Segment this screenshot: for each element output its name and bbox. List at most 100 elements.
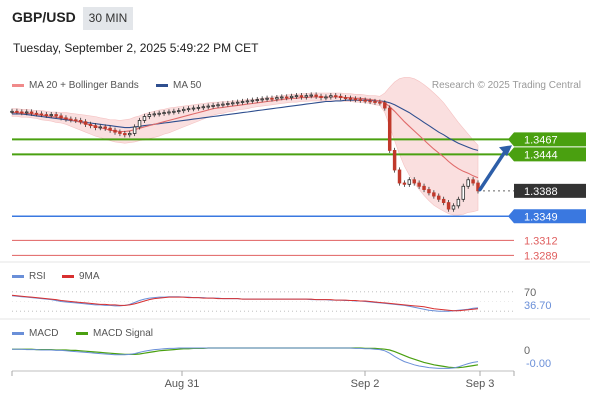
candle <box>44 114 49 116</box>
candle <box>334 95 338 98</box>
candle <box>177 110 181 113</box>
candle <box>338 95 343 99</box>
macd-swatch <box>12 331 24 335</box>
level-tag <box>508 147 586 162</box>
candle <box>451 205 456 210</box>
research-credit: Research © 2025 Trading Central <box>431 80 581 91</box>
candle <box>378 101 382 104</box>
candle <box>280 96 284 99</box>
candle <box>167 111 171 114</box>
price-tag <box>514 183 586 198</box>
candle <box>397 169 402 184</box>
x-axis-tick-label: Aug 31 <box>165 378 200 390</box>
candle <box>294 95 299 98</box>
candle <box>231 102 235 105</box>
legend-rsi-ma: 9MA <box>62 271 100 282</box>
candle <box>113 129 117 133</box>
candle <box>216 104 220 107</box>
legend-macd: MACD <box>12 328 58 339</box>
candle <box>24 111 29 114</box>
candle <box>348 97 353 100</box>
candle <box>103 126 107 129</box>
candle <box>88 123 93 127</box>
candle <box>240 101 245 103</box>
forecast-arrow-head <box>499 145 512 157</box>
candle <box>49 114 53 116</box>
level-tag <box>508 132 586 147</box>
candle <box>10 110 14 113</box>
candle <box>191 107 196 110</box>
candle <box>319 95 323 99</box>
legend-ma50: MA 50 <box>156 80 201 91</box>
candle <box>392 150 397 171</box>
candle <box>142 116 147 121</box>
rsi-ma-legend-label: 9MA <box>79 271 100 282</box>
candle <box>284 96 289 99</box>
candle <box>407 179 412 185</box>
candle <box>245 100 250 103</box>
candle <box>98 126 103 129</box>
candle <box>314 94 318 97</box>
level-tag-label: 1.3349 <box>524 211 558 223</box>
candle <box>441 198 446 203</box>
level-tag-label: 1.3467 <box>524 134 558 146</box>
candle <box>476 182 480 192</box>
price-tag-label: 1.3388 <box>524 186 558 198</box>
level-tag <box>508 209 586 224</box>
candle <box>172 110 176 113</box>
candle <box>309 94 313 97</box>
candle <box>211 105 215 107</box>
candle <box>201 106 206 109</box>
candle <box>127 133 132 136</box>
ma50-legend-label: MA 50 <box>173 80 202 91</box>
candle <box>471 179 475 184</box>
candle <box>387 107 392 151</box>
x-axis-tick-label: Sep 3 <box>466 378 495 390</box>
candle <box>466 179 470 187</box>
candle <box>427 189 431 194</box>
candle <box>59 115 63 119</box>
candle <box>206 105 210 108</box>
candle <box>34 112 39 115</box>
candle <box>54 114 58 117</box>
candle <box>29 111 34 114</box>
candle <box>162 112 166 115</box>
candle <box>304 95 309 98</box>
level-tag-label: 1.3289 <box>524 250 558 262</box>
rsi-ma-swatch <box>62 274 74 278</box>
macd-value-label: -0.00 <box>526 358 551 370</box>
candle <box>358 99 363 101</box>
timeframe-badge[interactable]: 30 MIN <box>83 7 133 30</box>
candle <box>186 108 191 111</box>
timestamp: Tuesday, September 2, 2025 5:49:22 PM CE… <box>13 41 259 55</box>
ma50-swatch <box>156 83 168 87</box>
bollinger-band <box>11 77 479 216</box>
candle <box>446 202 451 210</box>
candle <box>108 127 112 131</box>
candle <box>83 121 88 125</box>
candle <box>265 97 269 100</box>
candle <box>137 120 142 128</box>
candle <box>289 95 294 99</box>
candle <box>196 106 201 109</box>
forecast-arrow <box>478 148 508 192</box>
candle <box>64 117 68 120</box>
candle <box>299 95 304 98</box>
macd-line <box>12 347 479 369</box>
ma50-line <box>12 99 479 151</box>
rsi-ma-line <box>11 294 479 312</box>
candle <box>260 98 264 101</box>
macd-legend-label: MACD <box>29 328 59 339</box>
candle <box>74 119 78 122</box>
candle <box>152 113 156 116</box>
legend-macd-signal: MACD Signal <box>76 328 153 339</box>
candle <box>368 100 372 103</box>
x-axis-tick-label: Sep 2 <box>351 378 380 390</box>
candle <box>412 179 416 184</box>
rsi-level-label: 70 <box>524 287 536 299</box>
candle <box>69 118 73 121</box>
candle <box>324 96 328 99</box>
rsi-swatch <box>12 274 24 278</box>
